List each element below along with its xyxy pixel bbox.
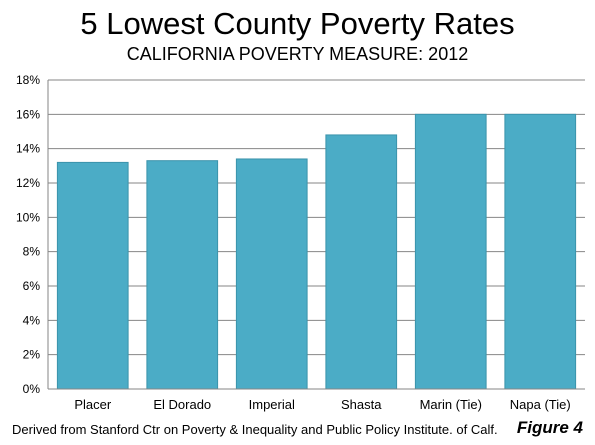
source-note: Derived from Stanford Ctr on Poverty & I… xyxy=(12,422,498,437)
x-tick-label: Imperial xyxy=(249,397,295,412)
chart-subtitle: CALIFORNIA POVERTY MEASURE: 2012 xyxy=(126,44,469,64)
y-tick-label: 10% xyxy=(16,210,40,224)
bar xyxy=(504,113,577,390)
figure-label: Figure 4 xyxy=(516,418,583,437)
x-tick-label: Napa (Tie) xyxy=(510,397,571,412)
y-tick-label: 18% xyxy=(16,73,40,87)
bar xyxy=(235,158,308,390)
x-axis-tick-labels: Placer El Dorado Imperial Shasta Marin (Tie)… xyxy=(74,397,570,412)
x-tick-label: Marin (Tie) xyxy=(420,397,482,412)
bar-chart: 0% 2% 4% 6% 8% 10% 12% 14% 16% 18% Placer El Dorad… xyxy=(16,73,585,412)
chart-title: 5 Lowest County Poverty Rates xyxy=(80,6,515,41)
axes xyxy=(47,80,585,390)
y-tick-label: 0% xyxy=(23,382,41,396)
x-tick-label: Placer xyxy=(74,397,112,412)
bars xyxy=(56,113,577,390)
y-tick-label: 12% xyxy=(16,176,40,190)
bar xyxy=(146,160,219,390)
y-axis-tick-labels: 0% 2% 4% 6% 8% 10% 12% 14% 16% 18% xyxy=(16,73,40,396)
bar xyxy=(414,113,487,390)
x-tick-label: Shasta xyxy=(341,397,382,412)
gridlines xyxy=(48,79,585,356)
y-tick-label: 2% xyxy=(23,348,41,362)
bar xyxy=(56,161,129,390)
y-tick-label: 4% xyxy=(23,313,41,327)
bar xyxy=(325,134,398,390)
x-tick-label: El Dorado xyxy=(153,397,211,412)
y-tick-label: 6% xyxy=(23,279,41,293)
y-tick-label: 8% xyxy=(23,245,41,259)
y-tick-label: 14% xyxy=(16,142,40,156)
y-tick-label: 16% xyxy=(16,107,40,121)
